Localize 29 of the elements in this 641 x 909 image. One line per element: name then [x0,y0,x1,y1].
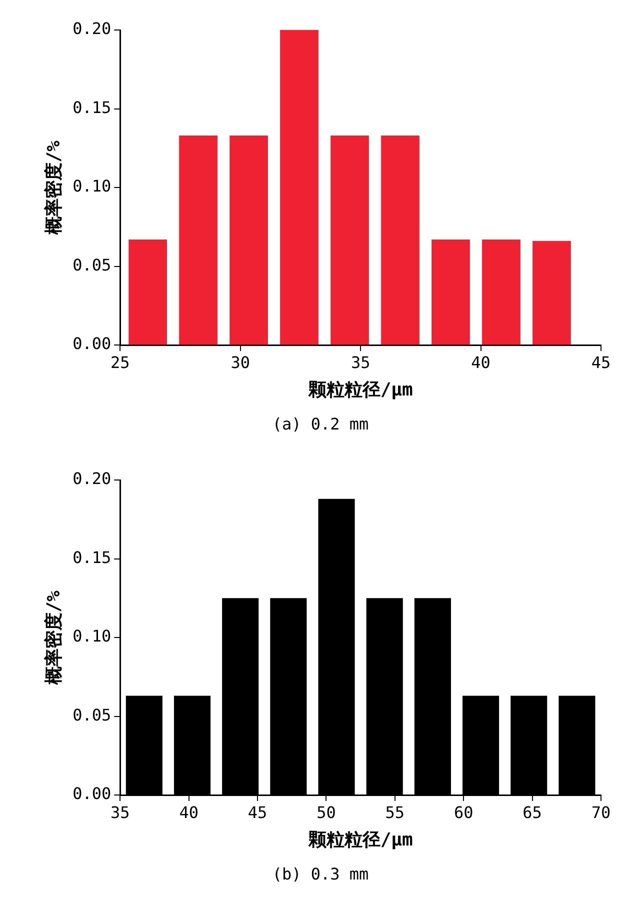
x-tick-label: 25 [110,352,130,372]
x-tick-label: 65 [522,802,542,822]
x-axis-title: 颗粒粒径/μm [307,380,413,401]
x-tick-label: 35 [110,802,130,822]
y-tick-label: 0.00 [72,334,112,354]
y-tick-label: 0.20 [72,19,112,38]
y-tick-label: 0.10 [72,626,112,646]
y-tick-label: 0.15 [72,98,112,117]
y-axis-title: 概率密度/% [43,140,64,236]
x-tick-label: 30 [230,352,250,372]
y-tick-label: 0.20 [72,469,112,488]
text: (a) 0.2 mm [272,414,369,434]
x-tick-label: 60 [454,802,474,822]
x-tick-label: 35 [350,352,370,372]
x-tick-label: 40 [471,352,490,372]
y-axis-title: 概率密度/% [43,590,64,686]
x-tick-label: 70 [591,802,611,822]
y-tick-label: 0.10 [72,176,112,196]
x-tick-label: 45 [248,802,268,822]
y-tick-label: 0.05 [72,255,112,274]
text: (b) 0.3 mm [272,864,369,884]
y-tick-label: 0.05 [72,705,112,724]
x-tick-label: 50 [316,802,336,822]
x-tick-label: 55 [385,802,405,822]
y-tick-label: 0.00 [72,784,112,804]
x-tick-label: 45 [591,352,611,372]
y-tick-label: 0.15 [72,548,112,567]
x-axis-title: 颗粒粒径/μm [307,830,413,851]
x-tick-label: 40 [179,802,198,822]
